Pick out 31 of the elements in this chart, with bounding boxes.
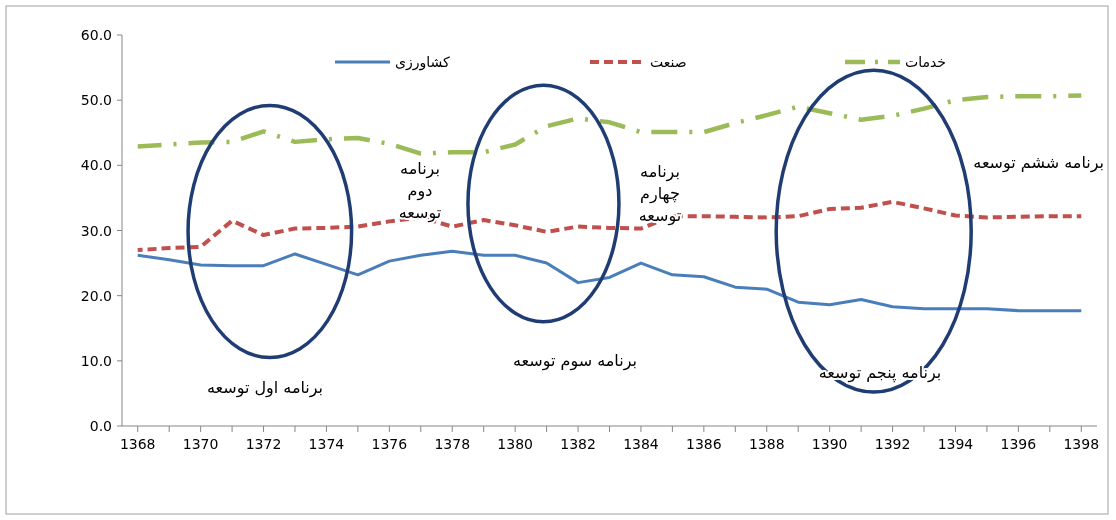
x-tick-label: 1368 — [119, 436, 156, 452]
x-tick-label: 1394 — [937, 436, 974, 452]
annotation: برنامه سوم توسعه — [513, 351, 637, 371]
legend-label: کشاورزی — [395, 54, 450, 71]
x-tick-label: 1384 — [623, 436, 659, 452]
y-tick-label: 20.0 — [80, 287, 112, 304]
annotation: برنامه چهارم توسعه — [638, 162, 682, 226]
x-tick-label: 1392 — [874, 436, 911, 452]
y-tick-label: 30.0 — [80, 222, 112, 239]
x-tick-label: 1376 — [371, 436, 408, 452]
x-tick-label: 1382 — [560, 436, 596, 452]
x-tick-label: 1370 — [182, 436, 219, 452]
y-tick-label: 0.0 — [89, 418, 112, 434]
x-tick-label: 1398 — [1063, 436, 1100, 452]
x-tick-label: 1374 — [308, 436, 345, 452]
y-tick-label: 50.0 — [80, 92, 112, 109]
legend-label: خدمات — [905, 54, 946, 70]
x-tick-label: 1396 — [1000, 436, 1037, 452]
annotation: برنامه دوم توسعه — [398, 159, 442, 223]
x-tick-label: 1390 — [811, 436, 848, 452]
annotation: برنامه اول توسعه — [206, 378, 324, 398]
x-tick-label: 1372 — [245, 436, 282, 452]
y-tick-label: 60.0 — [80, 27, 112, 43]
annotation: برنامه ششم توسعه — [973, 153, 1104, 173]
x-tick-label: 1378 — [434, 436, 471, 452]
legend-label: صنعت — [650, 54, 687, 70]
y-tick-label: 40.0 — [80, 157, 112, 174]
y-tick-label: 10.0 — [80, 352, 112, 369]
x-tick-label: 1388 — [748, 436, 785, 452]
x-tick-label: 1380 — [497, 436, 533, 452]
x-tick-label: 1386 — [686, 436, 722, 452]
